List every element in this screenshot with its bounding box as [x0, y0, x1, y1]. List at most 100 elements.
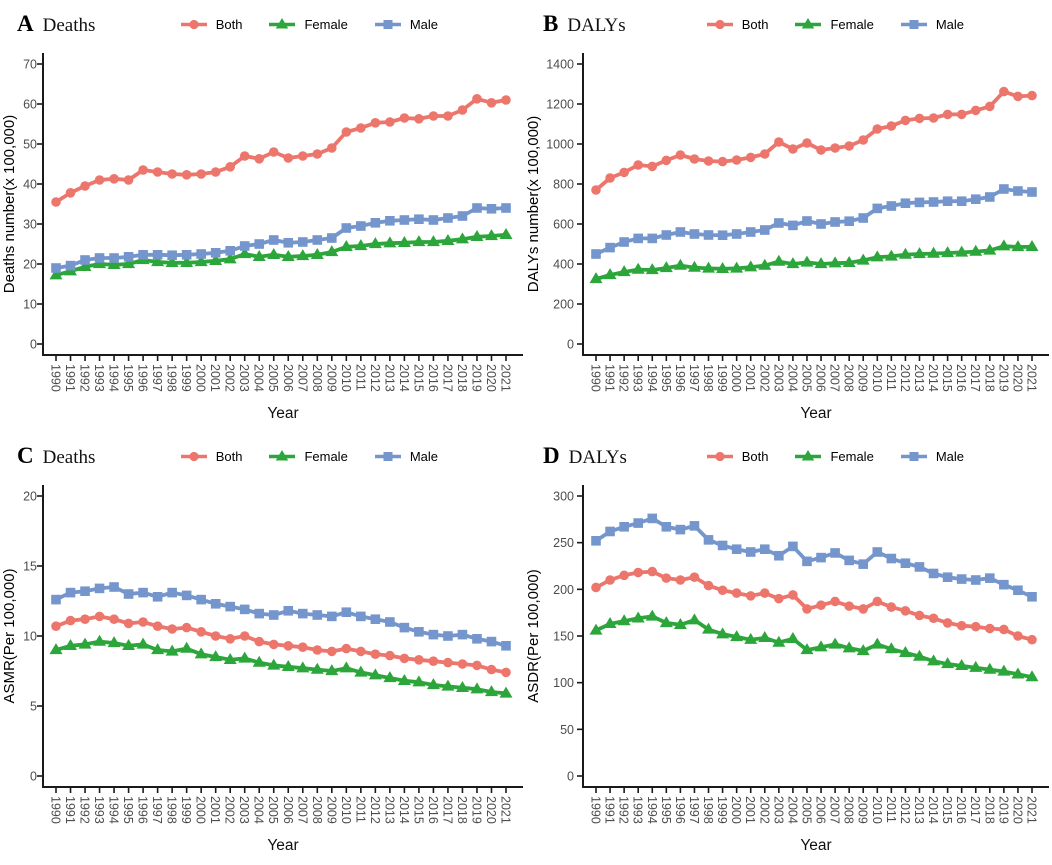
- panel-letter: A: [17, 11, 34, 36]
- x-tick-label: 2016: [954, 364, 968, 392]
- legend-square-marker-icon: [374, 19, 401, 29]
- x-axis-title: Year: [267, 405, 298, 422]
- legend-item-both: Both: [179, 449, 242, 464]
- series-both: [51, 611, 511, 678]
- x-tick-label: 2013: [912, 364, 926, 392]
- panel-title-group: B DALYs: [543, 11, 626, 37]
- legend-label: Male: [935, 448, 964, 464]
- series-line: [594, 89, 1034, 192]
- x-tick-label: 2016: [426, 364, 440, 392]
- x-tick-label: 2014: [926, 796, 940, 824]
- panel-b-dalys-number: B DALYs Both Female Male 0 200 400 600 800 1000…: [526, 0, 1052, 432]
- x-tick-label: 2008: [310, 796, 324, 824]
- y-axis-title: ASDR(Per 100,000): [526, 569, 542, 702]
- y-tick-label: 1400: [546, 58, 574, 72]
- x-tick-label: 2000: [729, 364, 743, 392]
- x-tick-label: 1995: [121, 796, 135, 824]
- x-tick-label: 2009: [324, 364, 338, 392]
- series-both: [51, 94, 511, 207]
- y-tick-label: 600: [553, 218, 574, 232]
- x-tick-label: 1990: [49, 796, 63, 824]
- x-tick-label: 2017: [968, 364, 982, 392]
- panel-c-asmr: C Deaths Both Female Male 0 5 10 15 20 1990 1991…: [0, 432, 526, 865]
- panel-title: Deaths: [42, 15, 96, 36]
- legend-triangle-marker-icon: [269, 17, 296, 28]
- panel-title-group: D DALYs: [543, 443, 627, 469]
- panel-letter: C: [17, 443, 34, 468]
- x-ticks: 1990 1991 1992 1993 1994 1995 1996 1997 1998 1999…: [589, 355, 1039, 392]
- y-tick-label: 200: [553, 298, 574, 312]
- legend-item-male: Male: [899, 449, 964, 464]
- legend-triangle-marker-icon: [795, 449, 822, 460]
- series-male: [591, 513, 1037, 602]
- panel-header: B DALYs Both Female Male: [526, 0, 1052, 40]
- x-tick-label: 2004: [252, 364, 266, 392]
- x-tick-label: 2007: [295, 364, 309, 392]
- x-tick-label: 1994: [107, 364, 121, 392]
- x-tick-label: 1998: [165, 364, 179, 392]
- x-tick-label: 2010: [870, 364, 884, 392]
- y-tick-label: 300: [553, 490, 574, 504]
- x-tick-label: 2021: [499, 796, 513, 824]
- x-tick-label: 1999: [715, 796, 729, 824]
- legend-circle-marker-icon: [706, 19, 733, 29]
- panel-d-asdr: D DALYs Both Female Male 0 50 100 150 200 250 30…: [526, 432, 1052, 865]
- x-tick-label: 2011: [353, 796, 367, 823]
- x-tick-label: 2005: [266, 364, 280, 392]
- panel-header: A Deaths Both Female Male: [0, 0, 526, 40]
- series-female: [589, 239, 1039, 284]
- panel-letter: D: [543, 443, 560, 468]
- series-male: [51, 582, 511, 651]
- x-tick-label: 2019: [469, 796, 483, 824]
- x-tick-label: 2010: [870, 796, 884, 824]
- legend-label: Male: [409, 448, 438, 464]
- y-tick-label: 1200: [546, 98, 574, 112]
- x-tick-label: 2008: [842, 364, 856, 392]
- x-tick-label: 2003: [771, 796, 785, 824]
- x-tick-label: 1998: [165, 796, 179, 824]
- x-tick-label: 2002: [757, 796, 771, 824]
- y-ticks: 0 50 100 150 200 250 300: [553, 490, 583, 784]
- y-tick-label: 150: [553, 630, 574, 644]
- series-line: [54, 96, 508, 204]
- series-line: [54, 585, 508, 648]
- x-tick-label: 1990: [589, 796, 603, 824]
- legend: Both Female Male: [705, 449, 964, 464]
- x-tick-label: 2002: [223, 796, 237, 824]
- legend-item-female: Female: [793, 449, 874, 464]
- x-ticks: 1990 1991 1992 1993 1994 1995 1996 1997 1998 1999…: [49, 787, 513, 824]
- y-tick-label: 50: [23, 138, 37, 152]
- x-tick-label: 2020: [1010, 796, 1024, 824]
- legend-label: Both: [741, 16, 769, 32]
- x-tick-label: 2004: [785, 364, 799, 392]
- legend-square-marker-icon: [900, 451, 927, 461]
- y-tick-label: 10: [23, 630, 37, 644]
- legend-triangle-marker-icon: [795, 17, 822, 28]
- x-tick-label: 2016: [954, 796, 968, 824]
- panel-title-group: C Deaths: [17, 443, 95, 469]
- x-tick-label: 1992: [617, 364, 631, 392]
- x-tick-label: 1996: [136, 364, 150, 392]
- x-tick-label: 2008: [842, 796, 856, 824]
- x-tick-label: 2006: [281, 796, 295, 824]
- axes: [42, 53, 523, 356]
- x-tick-label: 2006: [814, 364, 828, 392]
- x-tick-label: 2019: [996, 796, 1010, 824]
- panel-title: DALYs: [568, 447, 627, 468]
- y-tick-label: 0: [567, 338, 574, 352]
- legend-label: Female: [830, 16, 874, 32]
- x-tick-label: 2011: [353, 364, 367, 391]
- x-tick-label: 2007: [828, 364, 842, 392]
- legend-label: Female: [304, 448, 348, 464]
- x-tick-label: 2020: [484, 796, 498, 824]
- panel-title: DALYs: [567, 15, 626, 36]
- x-tick-label: 1996: [673, 364, 687, 392]
- legend-label: Female: [304, 16, 348, 32]
- series-line: [594, 244, 1034, 281]
- x-tick-label: 1997: [150, 796, 164, 824]
- panel-title-group: A Deaths: [17, 11, 95, 37]
- x-tick-label: 2010: [339, 364, 353, 392]
- legend-item-female: Female: [267, 16, 348, 32]
